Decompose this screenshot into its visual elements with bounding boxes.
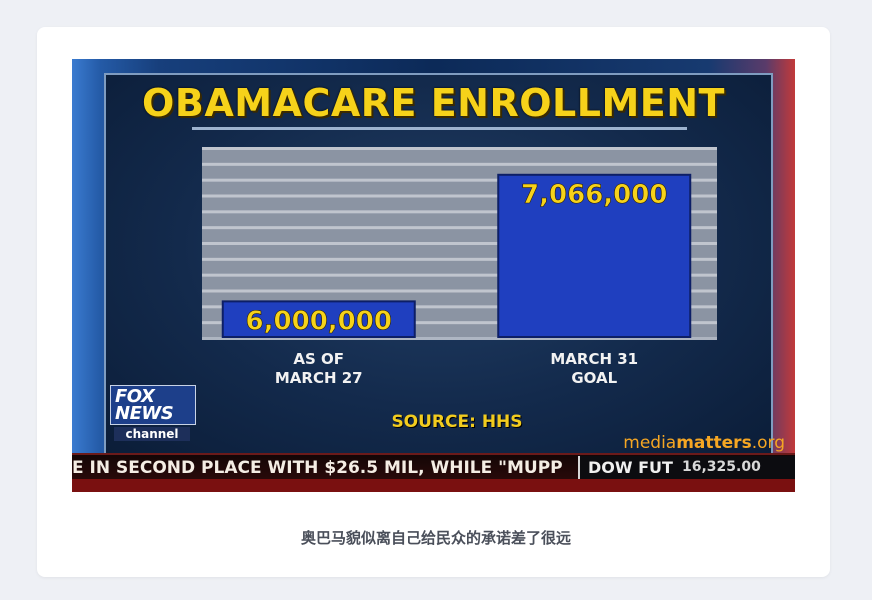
grid-line	[202, 162, 717, 166]
watermark-suffix: .org	[751, 433, 785, 453]
data-label: 6,000,000	[246, 306, 392, 336]
category-label: MARCH 27	[275, 369, 363, 387]
chart-source: SOURCE: HHS	[391, 412, 523, 432]
chart-image: OBAMACARE ENROLLMENT 6,000,000 AS OF MARCH…	[72, 59, 795, 492]
grid-line	[202, 242, 717, 245]
title-underline	[192, 127, 687, 130]
grid-line	[202, 147, 717, 150]
bar	[221, 300, 416, 338]
grid-line	[202, 257, 717, 261]
grid-line	[202, 321, 717, 325]
grid-line	[202, 226, 717, 230]
market-value: 16,325.00	[682, 459, 761, 475]
grid-line	[202, 194, 717, 198]
logo-wordmark: FOX NEWS	[110, 385, 196, 425]
news-ticker: E IN SECOND PLACE WITH $26.5 MIL, WHILE …	[72, 453, 795, 481]
bar	[497, 173, 692, 338]
market-box: DOW FUT 16,325.00	[578, 456, 795, 480]
watermark-prefix: media	[623, 433, 677, 453]
grid-line	[202, 273, 717, 277]
category-label: AS OF	[293, 350, 344, 368]
watermark-bold: matters	[676, 433, 752, 453]
grid-line	[202, 337, 717, 340]
category-label: MARCH 31	[550, 350, 638, 368]
chart-title: OBAMACARE ENROLLMENT	[142, 81, 725, 125]
market-label: DOW FUT	[588, 458, 673, 477]
data-label: 7,066,000	[521, 180, 667, 210]
mediamatters-watermark: mediamatters.org	[623, 433, 785, 453]
category-label: GOAL	[571, 369, 617, 387]
grid-line	[202, 178, 717, 182]
image-caption: 奥巴马貌似离自己给民众的承诺差了很远	[300, 529, 571, 547]
fox-news-logo: FOX NEWS channel	[110, 385, 196, 441]
grid-line	[202, 289, 717, 293]
logo-channel-label: channel	[114, 427, 190, 441]
grid-line	[202, 210, 717, 214]
ticker-bottom-bar	[72, 479, 795, 492]
ticker-text: E IN SECOND PLACE WITH $26.5 MIL, WHILE …	[72, 458, 563, 478]
grid-line	[202, 305, 717, 309]
